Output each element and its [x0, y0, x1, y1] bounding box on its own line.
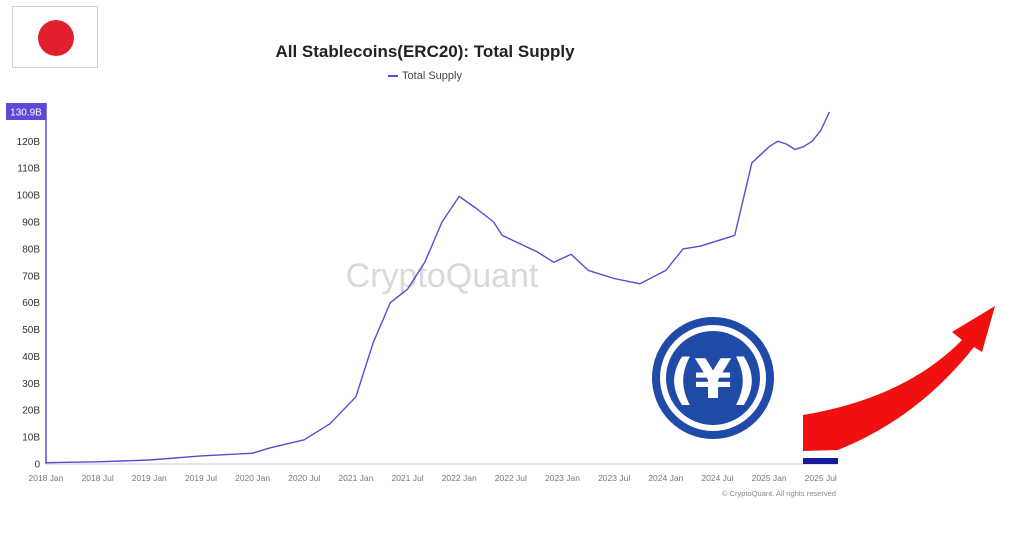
chart-legend: Total Supply [0, 70, 850, 82]
y-tick-label: 90B [22, 217, 40, 228]
x-tick-label: 2025 Jan [752, 473, 787, 483]
y-tick-label: 30B [22, 379, 40, 390]
watermark: CryptoQuant [346, 257, 539, 295]
jpyc-yen-coin-icon: (¥) [652, 317, 774, 439]
series-line-total-supply [45, 111, 831, 464]
y-tick-label: 120B [17, 137, 41, 148]
japan-flag-icon [12, 6, 98, 68]
x-tick-label: 2023 Jan [545, 473, 580, 483]
svg-text:(¥): (¥) [670, 348, 757, 411]
y-tick-label: 100B [17, 191, 41, 202]
x-tick-label: 2024 Jul [701, 473, 733, 483]
x-tick-label: 2018 Jan [29, 473, 64, 483]
x-tick-label: 2020 Jan [235, 473, 270, 483]
blue-bar [803, 458, 838, 464]
y-tick-label: 60B [22, 298, 40, 309]
chart-title: All Stablecoins(ERC20): Total Supply [275, 42, 575, 61]
legend-label-total-supply: Total Supply [402, 70, 462, 82]
x-tick-label: 2021 Jul [391, 473, 423, 483]
credit-text: © CryptoQuant. All rights reserved [722, 489, 836, 498]
y-tick-label: 0 [34, 460, 40, 471]
y-tick-label: 110B [17, 164, 40, 175]
y-tick-label: 50B [22, 325, 40, 336]
red-upward-arrow-icon [803, 306, 995, 451]
y-tick-label: 70B [22, 271, 40, 282]
x-tick-label: 2022 Jan [442, 473, 477, 483]
latest-value-badge [6, 103, 46, 120]
latest-value-label: 130.9B [10, 108, 42, 119]
legend-swatch [388, 75, 399, 78]
x-tick-label: 2023 Jul [598, 473, 630, 483]
x-tick-label: 2019 Jul [185, 473, 217, 483]
x-tick-label: 2020 Jul [288, 473, 320, 483]
y-tick-label: 40B [22, 352, 40, 363]
x-tick-label: 2021 Jan [338, 473, 373, 483]
x-tick-label: 2019 Jan [132, 473, 167, 483]
y-tick-label: 10B [22, 433, 40, 444]
y-tick-label: 80B [22, 244, 40, 255]
x-tick-label: 2025 Jul [805, 473, 837, 483]
x-tick-label: 2024 Jan [648, 473, 683, 483]
y-tick-label: 20B [22, 406, 40, 417]
x-tick-label: 2022 Jul [495, 473, 527, 483]
x-tick-label: 2018 Jul [82, 473, 114, 483]
